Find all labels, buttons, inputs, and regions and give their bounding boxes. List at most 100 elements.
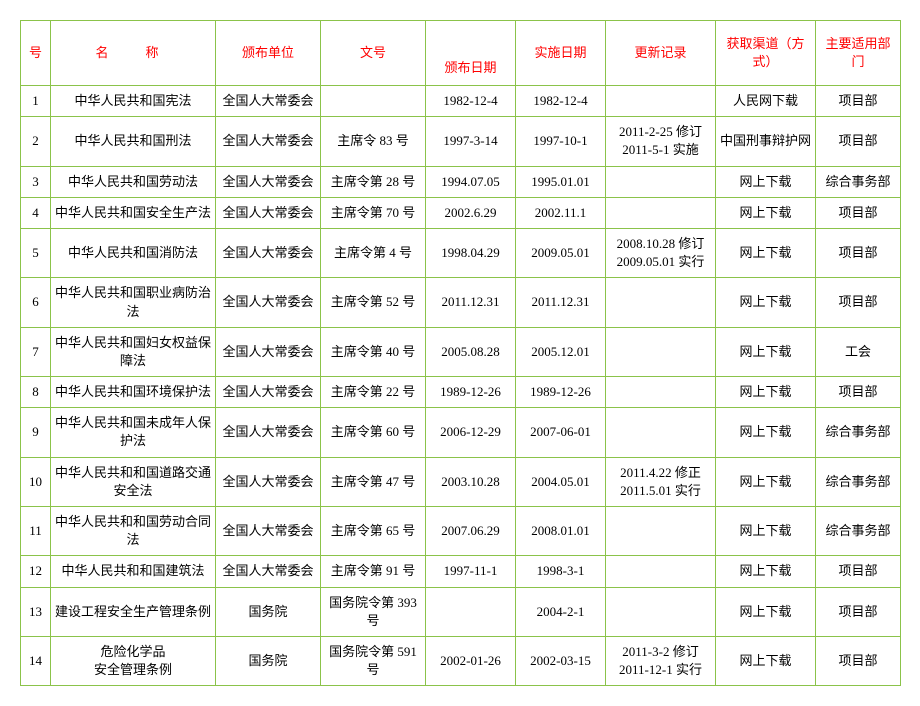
cell-doc: 主席令第 28 号 bbox=[321, 166, 426, 197]
cell-dept: 项目部 bbox=[816, 117, 901, 166]
table-row: 14危险化学品安全管理条例国务院国务院令第 591号2002-01-262002… bbox=[21, 636, 901, 685]
cell-no: 1 bbox=[21, 86, 51, 117]
cell-unit: 全国人大常委会 bbox=[216, 166, 321, 197]
cell-name: 建设工程安全生产管理条例 bbox=[51, 587, 216, 636]
cell-doc: 国务院令第 591号 bbox=[321, 636, 426, 685]
cell-unit: 全国人大常委会 bbox=[216, 86, 321, 117]
header-channel: 获取渠道（方式） bbox=[716, 21, 816, 86]
cell-doc: 主席令第 52 号 bbox=[321, 278, 426, 327]
cell-dept: 综合事务部 bbox=[816, 507, 901, 556]
cell-name: 中华人民共和国未成年人保护法 bbox=[51, 408, 216, 457]
cell-name: 中华人民共和国刑法 bbox=[51, 117, 216, 166]
cell-date2: 2007-06-01 bbox=[516, 408, 606, 457]
header-date1: 颁布日期 bbox=[426, 21, 516, 86]
cell-date1: 2006-12-29 bbox=[426, 408, 516, 457]
cell-doc: 主席令 83 号 bbox=[321, 117, 426, 166]
cell-unit: 全国人大常委会 bbox=[216, 457, 321, 506]
cell-update bbox=[606, 408, 716, 457]
cell-name: 中华人民共和和国道路交通安全法 bbox=[51, 457, 216, 506]
cell-no: 12 bbox=[21, 556, 51, 587]
cell-doc: 主席令第 65 号 bbox=[321, 507, 426, 556]
cell-channel: 网上下载 bbox=[716, 556, 816, 587]
cell-dept: 项目部 bbox=[816, 377, 901, 408]
cell-doc: 主席令第 60 号 bbox=[321, 408, 426, 457]
table-row: 1中华人民共和国宪法全国人大常委会 1982-12-41982-12-4 人民网下载… bbox=[21, 86, 901, 117]
cell-name: 中华人民共和国妇女权益保障法 bbox=[51, 327, 216, 376]
cell-channel: 网上下载 bbox=[716, 636, 816, 685]
cell-unit: 全国人大常委会 bbox=[216, 117, 321, 166]
cell-channel: 网上下载 bbox=[716, 278, 816, 327]
cell-date2: 2005.12.01 bbox=[516, 327, 606, 376]
cell-no: 4 bbox=[21, 197, 51, 228]
cell-unit: 全国人大常委会 bbox=[216, 327, 321, 376]
cell-update bbox=[606, 587, 716, 636]
cell-update bbox=[606, 377, 716, 408]
cell-update: 2011.4.22 修正2011.5.01 实行 bbox=[606, 457, 716, 506]
table-row: 2中华人民共和国刑法全国人大常委会主席令 83 号1997-3-141997-1… bbox=[21, 117, 901, 166]
cell-doc: 主席令第 47 号 bbox=[321, 457, 426, 506]
cell-unit: 全国人大常委会 bbox=[216, 377, 321, 408]
cell-doc: 主席令第 91 号 bbox=[321, 556, 426, 587]
cell-date2: 2004.05.01 bbox=[516, 457, 606, 506]
cell-date2: 1982-12-4 bbox=[516, 86, 606, 117]
table-row: 13建设工程安全生产管理条例国务院国务院令第 393号2004-2-1网上下载项… bbox=[21, 587, 901, 636]
cell-no: 3 bbox=[21, 166, 51, 197]
cell-update bbox=[606, 327, 716, 376]
table-row: 4中华人民共和国安全生产法全国人大常委会主席令第 70 号2002.6.2920… bbox=[21, 197, 901, 228]
cell-name: 中华人民共和国消防法 bbox=[51, 228, 216, 277]
cell-update: 2011-3-2 修订2011-12-1 实行 bbox=[606, 636, 716, 685]
cell-update bbox=[606, 86, 716, 117]
cell-name: 中华人民共和和国劳动合同法 bbox=[51, 507, 216, 556]
cell-unit: 全国人大常委会 bbox=[216, 278, 321, 327]
cell-date2: 2002-03-15 bbox=[516, 636, 606, 685]
cell-dept: 项目部 bbox=[816, 587, 901, 636]
cell-date1: 2011.12.31 bbox=[426, 278, 516, 327]
cell-update bbox=[606, 556, 716, 587]
cell-channel: 人民网下载 bbox=[716, 86, 816, 117]
cell-unit: 国务院 bbox=[216, 636, 321, 685]
cell-date2: 2009.05.01 bbox=[516, 228, 606, 277]
cell-dept: 项目部 bbox=[816, 197, 901, 228]
cell-channel: 网上下载 bbox=[716, 377, 816, 408]
cell-dept: 项目部 bbox=[816, 228, 901, 277]
cell-name: 中华人民共和和国建筑法 bbox=[51, 556, 216, 587]
table-row: 7中华人民共和国妇女权益保障法全国人大常委会主席令第 40 号2005.08.2… bbox=[21, 327, 901, 376]
cell-doc bbox=[321, 86, 426, 117]
cell-update bbox=[606, 278, 716, 327]
cell-dept: 综合事务部 bbox=[816, 408, 901, 457]
cell-name: 中华人民共和国宪法 bbox=[51, 86, 216, 117]
cell-update bbox=[606, 197, 716, 228]
cell-dept: 项目部 bbox=[816, 556, 901, 587]
cell-update: 2008.10.28 修订2009.05.01 实行 bbox=[606, 228, 716, 277]
cell-dept: 项目部 bbox=[816, 636, 901, 685]
cell-update bbox=[606, 166, 716, 197]
cell-unit: 全国人大常委会 bbox=[216, 408, 321, 457]
cell-date1: 2007.06.29 bbox=[426, 507, 516, 556]
cell-doc: 主席令第 70 号 bbox=[321, 197, 426, 228]
cell-channel: 网上下载 bbox=[716, 408, 816, 457]
cell-dept: 项目部 bbox=[816, 278, 901, 327]
header-name: 名 称 bbox=[51, 21, 216, 86]
cell-name: 中华人民共和国安全生产法 bbox=[51, 197, 216, 228]
cell-channel: 网上下载 bbox=[716, 228, 816, 277]
cell-no: 10 bbox=[21, 457, 51, 506]
cell-date1: 1998.04.29 bbox=[426, 228, 516, 277]
header-no: 号 bbox=[21, 21, 51, 86]
cell-date1: 2002-01-26 bbox=[426, 636, 516, 685]
cell-doc: 主席令第 4 号 bbox=[321, 228, 426, 277]
cell-channel: 网上下载 bbox=[716, 457, 816, 506]
cell-dept: 项目部 bbox=[816, 86, 901, 117]
cell-doc: 国务院令第 393号 bbox=[321, 587, 426, 636]
cell-date1: 1997-11-1 bbox=[426, 556, 516, 587]
cell-name: 危险化学品安全管理条例 bbox=[51, 636, 216, 685]
cell-name: 中华人民共和国环境保护法 bbox=[51, 377, 216, 408]
cell-unit: 全国人大常委会 bbox=[216, 556, 321, 587]
cell-channel: 网上下载 bbox=[716, 327, 816, 376]
cell-date2: 2011.12.31 bbox=[516, 278, 606, 327]
cell-date1: 1982-12-4 bbox=[426, 86, 516, 117]
cell-unit: 全国人大常委会 bbox=[216, 197, 321, 228]
cell-no: 9 bbox=[21, 408, 51, 457]
table-row: 11中华人民共和和国劳动合同法全国人大常委会主席令第 65 号2007.06.2… bbox=[21, 507, 901, 556]
header-doc: 文号 bbox=[321, 21, 426, 86]
cell-dept: 综合事务部 bbox=[816, 457, 901, 506]
